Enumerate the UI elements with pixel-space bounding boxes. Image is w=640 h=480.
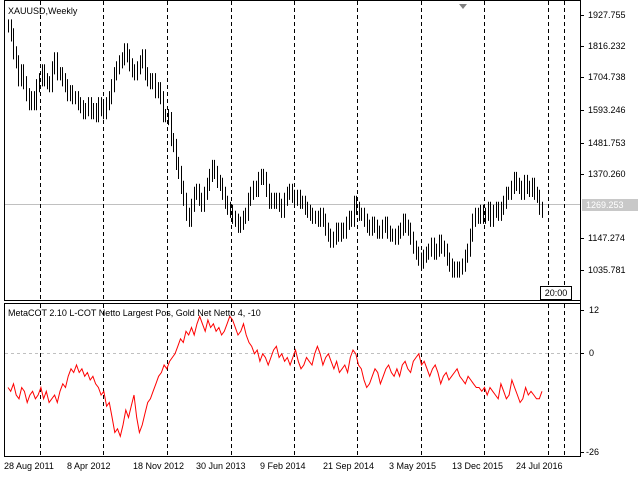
time-axis-label: 13 Dec 2015 [452,461,504,471]
time-axis-label: 30 Jun 2013 [196,461,246,471]
time-axis-label: 28 Aug 2011 [4,461,54,471]
time-axis-label: 9 Feb 2014 [260,461,306,471]
indicator-panel-title: MetaCOT 2.10 L-COT Netto Largest Pos, Go… [8,308,261,318]
price-axis-label: 1704.738 [588,72,626,82]
time-axis-label: 24 Jul 2016 [516,461,563,471]
indicator-axis-label: 0 [589,348,595,358]
price-axis-label: 1147.274 [588,233,625,243]
current-price-tag: 1269.253 [582,199,638,211]
price-axis-label: 1035.781 [588,265,626,275]
indicator-axis-label: 12 [589,305,600,315]
time-box: 20:00 [540,286,572,300]
price-axis-label: 1370.260 [588,169,626,179]
time-axis-label: 21 Sep 2014 [323,461,375,471]
price-axis-label: 1816.232 [588,41,626,51]
time-axis-label: 8 Apr 2012 [67,461,111,471]
indicator-series-line [7,314,543,439]
price-panel-title: XAUUSD,Weekly [8,6,78,16]
price-panel-frame [4,0,581,301]
shift-marker-icon[interactable] [459,4,467,9]
time-axis-label: 3 May 2015 [389,461,437,471]
price-axis-label: 1481.753 [588,138,626,148]
indicator-panel-frame [4,303,581,457]
price-axis-label: 1593.246 [588,105,626,115]
price-axis-label: 1927.755 [588,10,626,20]
time-axis-label: 18 Nov 2012 [133,461,185,471]
indicator-axis-label: -26 [586,447,600,457]
